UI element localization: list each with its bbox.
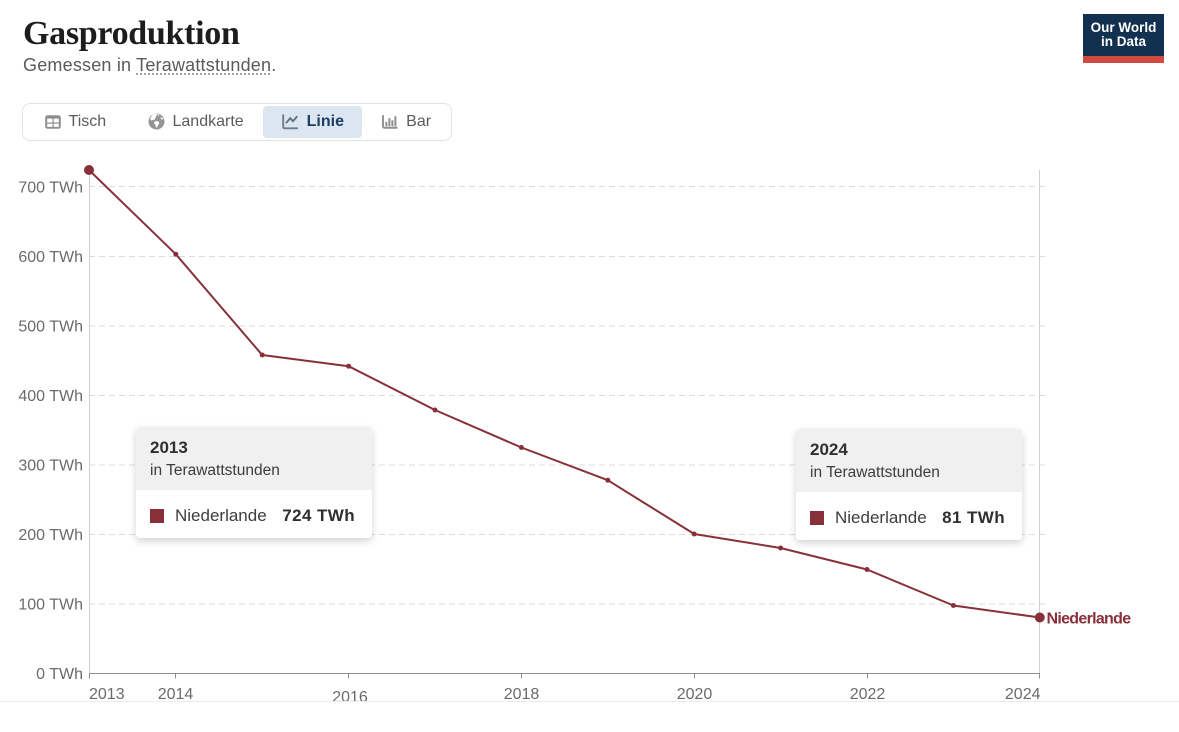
svg-text:2022: 2022 <box>850 686 886 703</box>
svg-text:100 TWh: 100 TWh <box>18 597 83 614</box>
svg-text:Niederlande: Niederlande <box>1047 611 1132 628</box>
svg-text:300 TWh: 300 TWh <box>18 458 83 475</box>
svg-text:400 TWh: 400 TWh <box>18 388 83 405</box>
svg-text:2013: 2013 <box>89 686 125 703</box>
svg-text:2016: 2016 <box>332 689 368 706</box>
svg-text:600 TWh: 600 TWh <box>18 249 83 266</box>
svg-text:2014: 2014 <box>158 686 194 703</box>
svg-text:2020: 2020 <box>677 686 713 703</box>
svg-text:0 TWh: 0 TWh <box>36 666 83 683</box>
svg-text:500 TWh: 500 TWh <box>18 319 83 336</box>
svg-text:700 TWh: 700 TWh <box>18 180 83 197</box>
svg-text:2024: 2024 <box>1005 686 1041 703</box>
svg-text:200 TWh: 200 TWh <box>18 527 83 544</box>
svg-text:2018: 2018 <box>504 686 540 703</box>
